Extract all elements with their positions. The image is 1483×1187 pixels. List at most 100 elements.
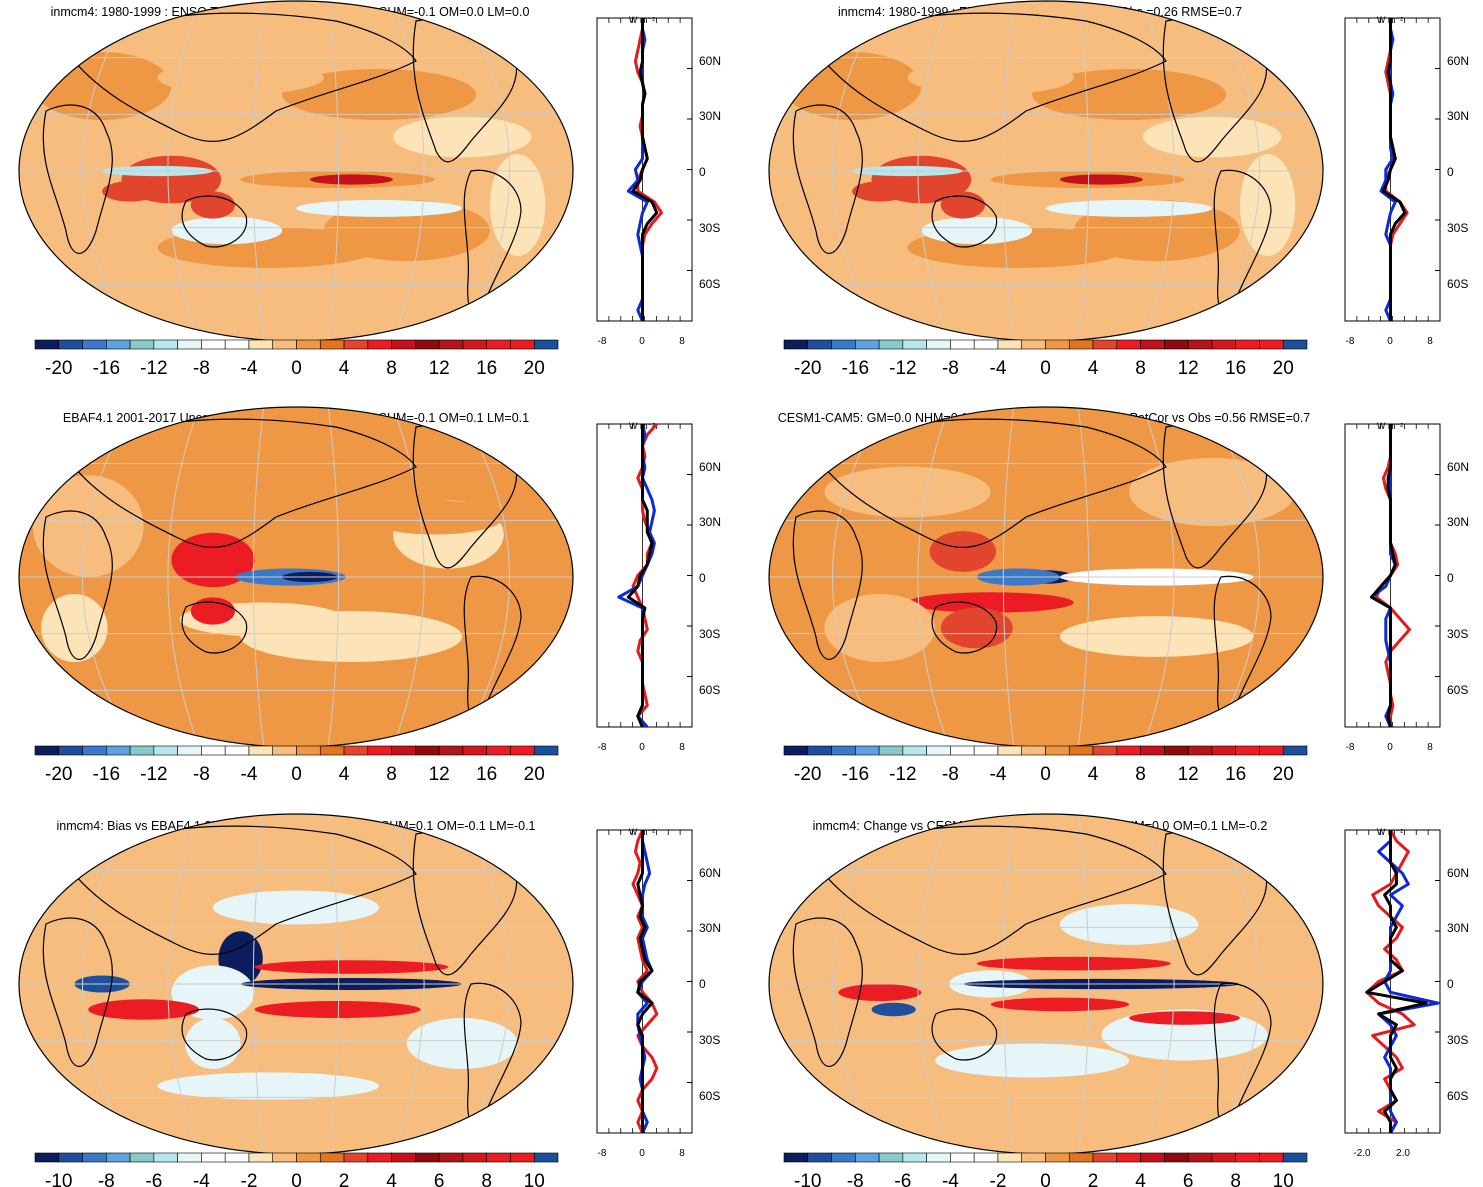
graticule-line: [167, 407, 200, 747]
graticule-line: [167, 814, 200, 1154]
colorbar-swatch: [224, 1152, 250, 1163]
zonal-series-red: [1365, 829, 1416, 1134]
anomaly-region: [240, 611, 463, 662]
zonal-series-black: [1381, 18, 1407, 321]
graticule-line: [81, 814, 135, 1154]
colorbar-swatch: [1164, 745, 1189, 756]
colorbar-swatch: [248, 339, 274, 350]
colorbar-label: 20: [1273, 764, 1294, 785]
colorbar-label: -12: [889, 764, 916, 785]
colorbar-swatch: [58, 1152, 83, 1163]
anomaly-region: [1046, 199, 1213, 217]
colorbar-label: 8: [386, 764, 397, 785]
anomaly-region: [406, 1018, 518, 1069]
zonal-lat-label: 30N: [1447, 921, 1469, 935]
zonal-lat-label: 0: [1447, 165, 1454, 179]
graticule-line: [457, 407, 511, 747]
colorbar-label: 10: [524, 1171, 545, 1187]
zonal-lat-label: 30S: [699, 627, 720, 641]
colorbar-swatch: [367, 1152, 392, 1163]
panel-5: inmcm4: Change vs CESM1-CAM5 GM=0.0 NHM=…: [768, 813, 1469, 1187]
colorbar-swatch: [462, 339, 487, 350]
zonal-x-label: 2.0: [1396, 1148, 1410, 1159]
colorbar-label: 20: [1273, 358, 1294, 379]
anomaly-region: [41, 594, 108, 662]
colorbar-swatch: [1211, 1152, 1236, 1163]
zonal-lat-label: 30N: [699, 515, 721, 529]
colorbar-swatch: [997, 745, 1023, 756]
colorbar-swatch: [973, 1152, 999, 1163]
anomaly-region: [171, 532, 255, 588]
colorbar-label: 2: [1088, 1171, 1099, 1187]
zonal-mean-plot: W m⁻² 60N 30N 0 30S 60S -8 0 8: [596, 827, 721, 1159]
colorbar-swatch: [129, 745, 155, 756]
colorbar-swatch: [902, 339, 927, 350]
colorbar-swatch: [367, 745, 392, 756]
colorbar-swatch: [153, 339, 178, 350]
zonal-lat-label: 60N: [699, 54, 721, 68]
colorbar-swatch: [997, 339, 1023, 350]
anomaly-region: [254, 1001, 421, 1018]
colorbar-swatch: [391, 745, 416, 756]
colorbar-label: 0: [291, 764, 302, 785]
colorbar-label: 0: [1040, 358, 1051, 379]
anomaly-region: [921, 216, 1033, 245]
colorbar-swatch: [783, 1152, 809, 1163]
continent-outline: [65, 825, 417, 955]
colorbar-label: -8: [193, 358, 210, 379]
anomaly-region: [296, 199, 463, 217]
colorbar-label: 4: [1135, 1171, 1146, 1187]
graticule-line: [1002, 814, 1015, 1154]
colorbar-swatch: [1282, 339, 1308, 350]
colorbar-swatch: [1187, 339, 1213, 350]
colorbar-swatch: [1045, 339, 1070, 350]
continent-outline: [65, 418, 417, 548]
colorbar-label: 12: [429, 358, 450, 379]
anomaly-region: [940, 607, 1013, 649]
colorbar-swatch: [533, 745, 559, 756]
colorbar-label: -20: [794, 764, 821, 785]
zonal-x-label: 8: [679, 336, 685, 347]
graticule-line: [1207, 1, 1261, 341]
anomaly-region: [1059, 174, 1143, 185]
colorbar-swatch: [1045, 1152, 1070, 1163]
colorbar-swatch: [831, 745, 856, 756]
zonal-series-blue: [626, 18, 649, 322]
colorbar-swatch: [1092, 745, 1118, 756]
colorbar-swatch: [391, 339, 416, 350]
zonal-lat-label: 60S: [1447, 683, 1468, 697]
graticule-line: [1142, 407, 1175, 747]
colorbar-swatch: [1259, 745, 1284, 756]
colorbar-label: 4: [339, 764, 350, 785]
colorbar-swatch: [1092, 1152, 1118, 1163]
colorbar-label: -6: [894, 1171, 911, 1187]
colorbar-swatch: [1187, 1152, 1213, 1163]
colorbar-swatch: [272, 1152, 297, 1163]
anomaly-region: [1059, 904, 1199, 945]
colorbar-swatch: [438, 1152, 464, 1163]
colorbar-swatch: [319, 1152, 345, 1163]
colorbar-swatch: [201, 339, 226, 350]
colorbar-swatch: [486, 745, 511, 756]
anomaly-region: [935, 1043, 1130, 1078]
zonal-lat-label: 60N: [1447, 460, 1469, 474]
anomaly-region: [190, 597, 236, 625]
colorbar-label: 8: [1135, 358, 1146, 379]
graticule-line: [917, 407, 950, 747]
anomaly-region: [871, 1002, 916, 1017]
colorbar-swatch: [343, 1152, 369, 1163]
continent-outline: [42, 917, 113, 1067]
anomaly-region: [171, 216, 283, 245]
zonal-x-label: -8: [598, 336, 607, 347]
zonal-series-blue: [636, 830, 654, 1134]
colorbar-swatch: [34, 745, 60, 756]
colorbar-swatch: [510, 745, 535, 756]
zonal-x-label: 8: [1427, 336, 1433, 347]
colorbar: -10 -8 -6 -4 -2 0 2 4 6 8 10: [34, 1152, 559, 1187]
colorbar-swatch: [1092, 339, 1118, 350]
colorbar: -20 -16 -12 -8 -4 0 4 8 12 16 20: [783, 339, 1308, 379]
graticule-line: [252, 1, 265, 341]
colorbar-swatch: [462, 745, 487, 756]
anomaly-region: [282, 69, 477, 120]
